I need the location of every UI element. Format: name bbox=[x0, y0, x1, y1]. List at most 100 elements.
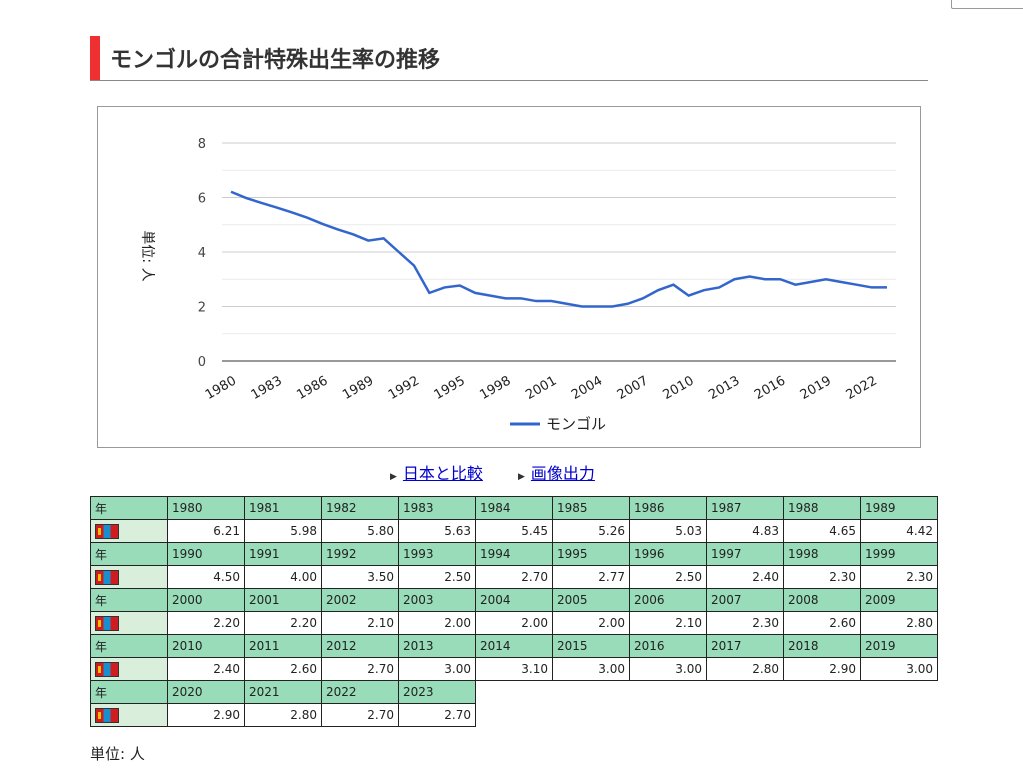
corner-widget[interactable] bbox=[951, 0, 1023, 9]
year-cell: 1997 bbox=[706, 542, 784, 566]
value-cell: 2.10 bbox=[629, 611, 707, 635]
compare-japan-link[interactable]: 日本と比較 bbox=[402, 464, 483, 483]
value-cell: 2.10 bbox=[321, 611, 399, 635]
export-link-wrap: ▶ 画像出力 bbox=[518, 460, 595, 484]
x-tick-label: 1983 bbox=[249, 373, 285, 403]
value-cell: 2.70 bbox=[398, 703, 476, 727]
value-cell: 2.30 bbox=[706, 611, 784, 635]
y-tick-label: 4 bbox=[198, 246, 206, 261]
value-cell: 3.00 bbox=[552, 657, 630, 681]
year-cell: 2000 bbox=[167, 588, 245, 612]
compare-link-wrap: ▶ 日本と比較 bbox=[390, 460, 483, 484]
page-title: モンゴルの合計特殊出生率の推移 bbox=[110, 48, 441, 73]
year-cell: 2004 bbox=[475, 588, 553, 612]
value-cell: 5.03 bbox=[629, 519, 707, 543]
x-tick-label: 2004 bbox=[569, 373, 605, 403]
page-title-block: モンゴルの合計特殊出生率の推移 bbox=[90, 36, 928, 81]
value-cell: 2.80 bbox=[860, 611, 938, 635]
value-cell: 4.42 bbox=[860, 519, 938, 543]
value-cell: 2.70 bbox=[475, 565, 553, 589]
x-tick-label: 1980 bbox=[203, 373, 239, 403]
image-export-link[interactable]: 画像出力 bbox=[530, 464, 595, 483]
year-row: 年 2000 2001 2002 2003 2004 2005 2006 2007 2008 200… bbox=[90, 588, 938, 612]
year-cell: 1991 bbox=[244, 542, 322, 566]
year-cell: 2022 bbox=[321, 680, 399, 704]
year-cell: 1983 bbox=[398, 496, 476, 520]
year-cell: 2005 bbox=[552, 588, 630, 612]
year-cell: 2020 bbox=[167, 680, 245, 704]
year-cell: 2016 bbox=[629, 634, 707, 658]
unit-label: 単位: 人 bbox=[90, 745, 145, 763]
mongolia-flag-icon bbox=[95, 569, 119, 585]
value-cell: 2.90 bbox=[783, 657, 861, 681]
year-cell: 1998 bbox=[783, 542, 861, 566]
year-cell: 2015 bbox=[552, 634, 630, 658]
value-cell: 2.00 bbox=[475, 611, 553, 635]
year-cell: 2019 bbox=[860, 634, 938, 658]
value-cell: 2.40 bbox=[706, 565, 784, 589]
value-cell: 5.63 bbox=[398, 519, 476, 543]
country-cell bbox=[90, 657, 168, 681]
year-cell: 1982 bbox=[321, 496, 399, 520]
year-row: 年 1990 1991 1992 1993 1994 1995 1996 1997 1998 199… bbox=[90, 542, 938, 566]
year-cell: 1980 bbox=[167, 496, 245, 520]
value-cell: 3.10 bbox=[475, 657, 553, 681]
value-cell: 5.45 bbox=[475, 519, 553, 543]
value-cell: 2.70 bbox=[321, 657, 399, 681]
chart-container: 0 2 4 6 8 1980 1983 1986 1989 1992 1995 1998 2001 200… bbox=[97, 106, 921, 448]
value-cell: 4.65 bbox=[783, 519, 861, 543]
year-header: 年 bbox=[90, 496, 168, 520]
x-tick-label: 1995 bbox=[432, 373, 468, 403]
x-tick-label: 2001 bbox=[523, 373, 559, 403]
value-cell: 2.50 bbox=[398, 565, 476, 589]
year-cell: 2011 bbox=[244, 634, 322, 658]
value-cell: 3.50 bbox=[321, 565, 399, 589]
value-cell: 2.80 bbox=[244, 703, 322, 727]
title-accent-bar bbox=[90, 36, 100, 80]
x-tick-label: 1998 bbox=[477, 373, 513, 403]
legend-label: モンゴル bbox=[546, 415, 606, 433]
y-axis-label: 単位: 人 bbox=[139, 230, 155, 281]
year-cell: 1987 bbox=[706, 496, 784, 520]
value-cell: 4.50 bbox=[167, 565, 245, 589]
mongolia-flag-icon bbox=[95, 707, 119, 723]
year-header: 年 bbox=[90, 588, 168, 612]
x-tick-label: 2007 bbox=[615, 373, 651, 403]
year-cell: 2003 bbox=[398, 588, 476, 612]
value-cell: 2.60 bbox=[244, 657, 322, 681]
year-cell: 1993 bbox=[398, 542, 476, 566]
year-cell: 1992 bbox=[321, 542, 399, 566]
value-cell: 2.20 bbox=[244, 611, 322, 635]
x-tick-label: 2013 bbox=[706, 373, 742, 403]
value-cell: 2.90 bbox=[167, 703, 245, 727]
value-row: 2.90 2.80 2.70 2.70 bbox=[90, 703, 938, 727]
value-row: 4.50 4.00 3.50 2.50 2.70 2.77 2.50 2.40 2.30 2.30 bbox=[90, 565, 938, 589]
value-cell: 2.50 bbox=[629, 565, 707, 589]
x-tick-label: 2019 bbox=[798, 373, 834, 403]
year-cell: 1990 bbox=[167, 542, 245, 566]
data-table: 年 1980 1981 1982 1983 1984 1985 1986 1987 1988 198… bbox=[90, 496, 938, 727]
x-tick-label: 2010 bbox=[661, 373, 697, 403]
year-row: 年 2010 2011 2012 2013 2014 2015 2016 2017 2018 201… bbox=[90, 634, 938, 658]
mongolia-flag-icon bbox=[95, 615, 119, 631]
value-cell: 2.40 bbox=[167, 657, 245, 681]
value-row: 2.20 2.20 2.10 2.00 2.00 2.00 2.10 2.30 2.60 2.80 bbox=[90, 611, 938, 635]
year-cell: 1989 bbox=[860, 496, 938, 520]
year-cell: 1996 bbox=[629, 542, 707, 566]
year-cell: 2012 bbox=[321, 634, 399, 658]
year-cell: 1985 bbox=[552, 496, 630, 520]
year-cell: 2023 bbox=[398, 680, 476, 704]
line-chart: 0 2 4 6 8 1980 1983 1986 1989 1992 1995 1998 2001 200… bbox=[139, 137, 896, 433]
value-row: 2.40 2.60 2.70 3.00 3.10 3.00 3.00 2.80 2.90 3.00 bbox=[90, 657, 938, 681]
mongolia-flag-icon bbox=[95, 523, 119, 539]
year-cell: 2010 bbox=[167, 634, 245, 658]
year-header: 年 bbox=[90, 680, 168, 704]
value-cell: 6.21 bbox=[167, 519, 245, 543]
value-cell: 2.00 bbox=[552, 611, 630, 635]
year-cell: 1994 bbox=[475, 542, 553, 566]
year-cell: 2014 bbox=[475, 634, 553, 658]
year-cell: 2006 bbox=[629, 588, 707, 612]
value-cell: 2.20 bbox=[167, 611, 245, 635]
arrow-icon: ▶ bbox=[518, 472, 525, 482]
year-cell: 2002 bbox=[321, 588, 399, 612]
